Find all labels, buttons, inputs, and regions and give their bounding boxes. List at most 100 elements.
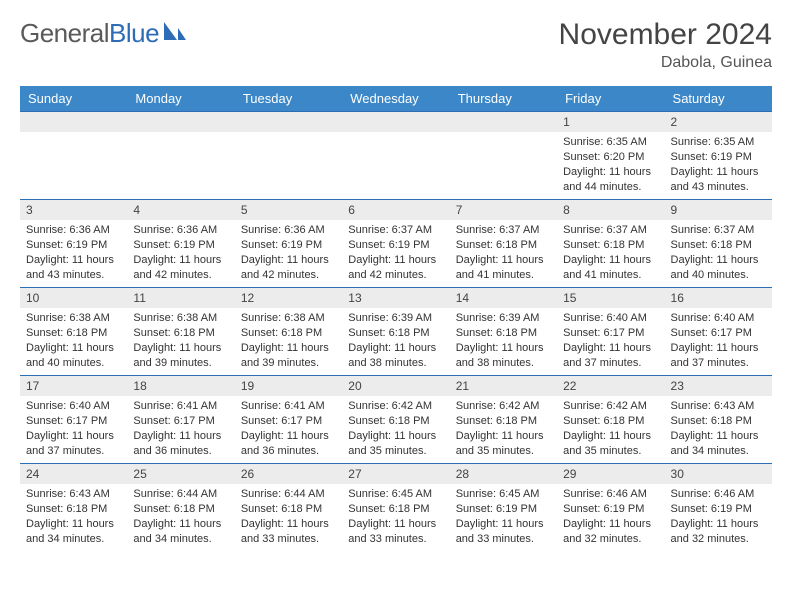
calendar-week: 10Sunrise: 6:38 AMSunset: 6:18 PMDayligh… (20, 288, 772, 376)
calendar-empty-cell (235, 112, 342, 200)
day-info: Sunrise: 6:44 AMSunset: 6:18 PMDaylight:… (127, 484, 234, 550)
dow-header: Friday (557, 86, 664, 112)
day-number: 3 (20, 200, 127, 220)
day-info: Sunrise: 6:37 AMSunset: 6:18 PMDaylight:… (665, 220, 772, 286)
calendar-table: SundayMondayTuesdayWednesdayThursdayFrid… (20, 86, 772, 552)
calendar-day-cell: 11Sunrise: 6:38 AMSunset: 6:18 PMDayligh… (127, 288, 234, 376)
day-info: Sunrise: 6:43 AMSunset: 6:18 PMDaylight:… (20, 484, 127, 550)
day-number: 19 (235, 376, 342, 396)
logo-part1: General (20, 18, 109, 48)
day-info: Sunrise: 6:38 AMSunset: 6:18 PMDaylight:… (127, 308, 234, 374)
calendar-day-cell: 17Sunrise: 6:40 AMSunset: 6:17 PMDayligh… (20, 376, 127, 464)
calendar-day-cell: 9Sunrise: 6:37 AMSunset: 6:18 PMDaylight… (665, 200, 772, 288)
day-number: 12 (235, 288, 342, 308)
calendar-day-cell: 19Sunrise: 6:41 AMSunset: 6:17 PMDayligh… (235, 376, 342, 464)
day-number: 5 (235, 200, 342, 220)
day-number: 16 (665, 288, 772, 308)
calendar-day-cell: 21Sunrise: 6:42 AMSunset: 6:18 PMDayligh… (450, 376, 557, 464)
calendar-day-cell: 2Sunrise: 6:35 AMSunset: 6:19 PMDaylight… (665, 112, 772, 200)
day-info: Sunrise: 6:35 AMSunset: 6:20 PMDaylight:… (557, 132, 664, 198)
header: GeneralBlue November 2024 Dabola, Guinea (20, 18, 772, 72)
calendar-day-cell: 8Sunrise: 6:37 AMSunset: 6:18 PMDaylight… (557, 200, 664, 288)
day-number: 2 (665, 112, 772, 132)
day-info: Sunrise: 6:36 AMSunset: 6:19 PMDaylight:… (127, 220, 234, 286)
calendar-day-cell: 18Sunrise: 6:41 AMSunset: 6:17 PMDayligh… (127, 376, 234, 464)
day-number: 9 (665, 200, 772, 220)
logo: GeneralBlue (20, 18, 188, 49)
day-number: 23 (665, 376, 772, 396)
day-number: 11 (127, 288, 234, 308)
day-info: Sunrise: 6:42 AMSunset: 6:18 PMDaylight:… (450, 396, 557, 462)
day-number: 28 (450, 464, 557, 484)
calendar-day-cell: 26Sunrise: 6:44 AMSunset: 6:18 PMDayligh… (235, 464, 342, 552)
day-number: 24 (20, 464, 127, 484)
day-number: 1 (557, 112, 664, 132)
title-block: November 2024 Dabola, Guinea (559, 18, 772, 72)
logo-part2: Blue (109, 18, 159, 48)
day-number: 30 (665, 464, 772, 484)
day-info: Sunrise: 6:36 AMSunset: 6:19 PMDaylight:… (20, 220, 127, 286)
day-info: Sunrise: 6:36 AMSunset: 6:19 PMDaylight:… (235, 220, 342, 286)
day-number: 26 (235, 464, 342, 484)
day-info: Sunrise: 6:42 AMSunset: 6:18 PMDaylight:… (557, 396, 664, 462)
day-info: Sunrise: 6:46 AMSunset: 6:19 PMDaylight:… (665, 484, 772, 550)
dow-header: Thursday (450, 86, 557, 112)
calendar-week: 17Sunrise: 6:40 AMSunset: 6:17 PMDayligh… (20, 376, 772, 464)
day-number: 8 (557, 200, 664, 220)
calendar-week: 24Sunrise: 6:43 AMSunset: 6:18 PMDayligh… (20, 464, 772, 552)
calendar-empty-cell (20, 112, 127, 200)
calendar-day-cell: 1Sunrise: 6:35 AMSunset: 6:20 PMDaylight… (557, 112, 664, 200)
calendar-day-cell: 23Sunrise: 6:43 AMSunset: 6:18 PMDayligh… (665, 376, 772, 464)
calendar-empty-cell (342, 112, 449, 200)
day-info: Sunrise: 6:35 AMSunset: 6:19 PMDaylight:… (665, 132, 772, 198)
sail-icon (162, 20, 188, 47)
dow-header: Sunday (20, 86, 127, 112)
day-number: 14 (450, 288, 557, 308)
day-number: 18 (127, 376, 234, 396)
calendar-day-cell: 7Sunrise: 6:37 AMSunset: 6:18 PMDaylight… (450, 200, 557, 288)
day-info: Sunrise: 6:44 AMSunset: 6:18 PMDaylight:… (235, 484, 342, 550)
day-info: Sunrise: 6:45 AMSunset: 6:18 PMDaylight:… (342, 484, 449, 550)
calendar-day-cell: 30Sunrise: 6:46 AMSunset: 6:19 PMDayligh… (665, 464, 772, 552)
calendar-day-cell: 12Sunrise: 6:38 AMSunset: 6:18 PMDayligh… (235, 288, 342, 376)
dow-header: Tuesday (235, 86, 342, 112)
day-number: 22 (557, 376, 664, 396)
calendar-day-cell: 10Sunrise: 6:38 AMSunset: 6:18 PMDayligh… (20, 288, 127, 376)
day-info: Sunrise: 6:41 AMSunset: 6:17 PMDaylight:… (127, 396, 234, 462)
calendar-body: 1Sunrise: 6:35 AMSunset: 6:20 PMDaylight… (20, 112, 772, 552)
day-info: Sunrise: 6:37 AMSunset: 6:18 PMDaylight:… (450, 220, 557, 286)
day-number: 4 (127, 200, 234, 220)
day-info: Sunrise: 6:38 AMSunset: 6:18 PMDaylight:… (235, 308, 342, 374)
dow-header: Monday (127, 86, 234, 112)
day-number: 15 (557, 288, 664, 308)
day-number: 10 (20, 288, 127, 308)
day-number: 13 (342, 288, 449, 308)
calendar-day-cell: 20Sunrise: 6:42 AMSunset: 6:18 PMDayligh… (342, 376, 449, 464)
calendar-day-cell: 29Sunrise: 6:46 AMSunset: 6:19 PMDayligh… (557, 464, 664, 552)
day-number: 17 (20, 376, 127, 396)
calendar-week: 3Sunrise: 6:36 AMSunset: 6:19 PMDaylight… (20, 200, 772, 288)
day-info: Sunrise: 6:39 AMSunset: 6:18 PMDaylight:… (342, 308, 449, 374)
location: Dabola, Guinea (559, 54, 772, 72)
calendar-day-cell: 14Sunrise: 6:39 AMSunset: 6:18 PMDayligh… (450, 288, 557, 376)
day-info: Sunrise: 6:43 AMSunset: 6:18 PMDaylight:… (665, 396, 772, 462)
calendar-day-cell: 5Sunrise: 6:36 AMSunset: 6:19 PMDaylight… (235, 200, 342, 288)
day-info: Sunrise: 6:45 AMSunset: 6:19 PMDaylight:… (450, 484, 557, 550)
day-info: Sunrise: 6:37 AMSunset: 6:18 PMDaylight:… (557, 220, 664, 286)
calendar-day-cell: 27Sunrise: 6:45 AMSunset: 6:18 PMDayligh… (342, 464, 449, 552)
day-info: Sunrise: 6:37 AMSunset: 6:19 PMDaylight:… (342, 220, 449, 286)
day-info: Sunrise: 6:40 AMSunset: 6:17 PMDaylight:… (665, 308, 772, 374)
dow-header: Wednesday (342, 86, 449, 112)
calendar-day-cell: 3Sunrise: 6:36 AMSunset: 6:19 PMDaylight… (20, 200, 127, 288)
day-info: Sunrise: 6:40 AMSunset: 6:17 PMDaylight:… (557, 308, 664, 374)
calendar-day-cell: 28Sunrise: 6:45 AMSunset: 6:19 PMDayligh… (450, 464, 557, 552)
calendar-day-cell: 22Sunrise: 6:42 AMSunset: 6:18 PMDayligh… (557, 376, 664, 464)
calendar-day-cell: 15Sunrise: 6:40 AMSunset: 6:17 PMDayligh… (557, 288, 664, 376)
dow-header: Saturday (665, 86, 772, 112)
calendar-day-cell: 16Sunrise: 6:40 AMSunset: 6:17 PMDayligh… (665, 288, 772, 376)
day-number: 6 (342, 200, 449, 220)
month-title: November 2024 (559, 18, 772, 52)
logo-text: GeneralBlue (20, 18, 159, 49)
day-number: 21 (450, 376, 557, 396)
day-of-week-row: SundayMondayTuesdayWednesdayThursdayFrid… (20, 86, 772, 112)
